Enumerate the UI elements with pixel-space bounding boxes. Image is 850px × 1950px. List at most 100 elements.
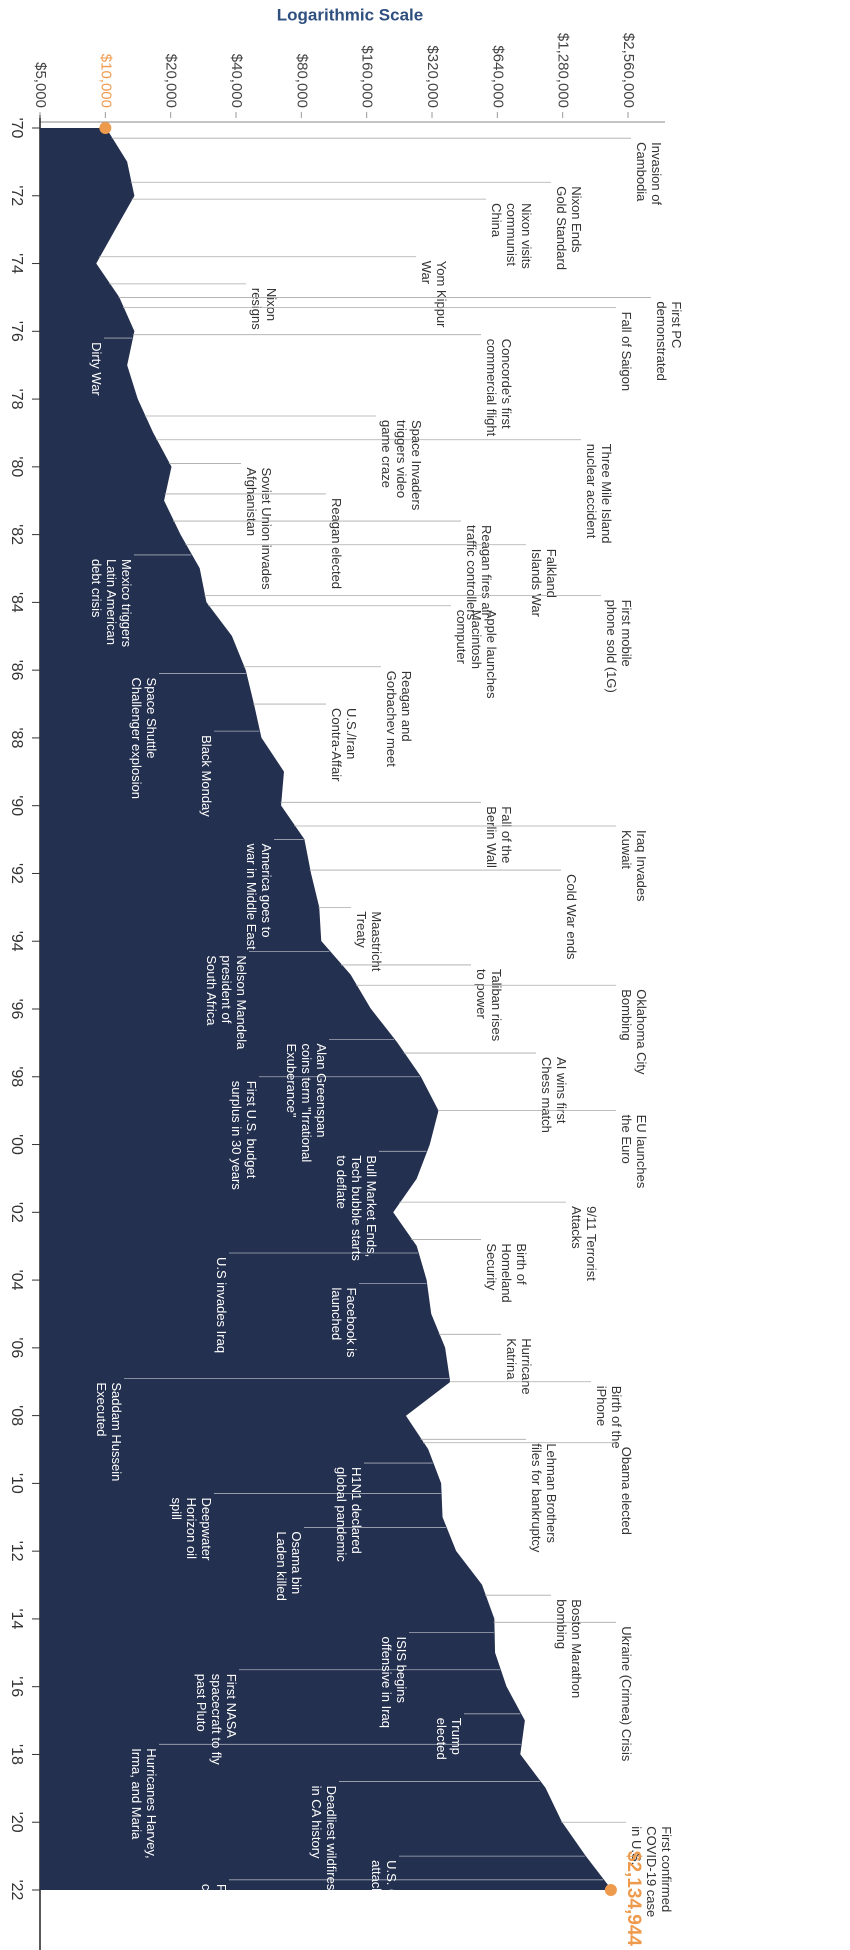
annotation-line: Bull Market Ends, [364, 1155, 379, 1257]
annotation-line: Apple launches [484, 610, 499, 699]
annotation-line: Maastricht [369, 911, 384, 971]
y-tick-label: $640,000 [489, 45, 506, 108]
area-line [94, 127, 612, 1891]
annotation-line: Afghanistan [244, 467, 259, 536]
annotation: Dirty War [89, 342, 104, 396]
annotation-line: Invasion of [649, 142, 664, 205]
x-tick-label: '90 [8, 795, 25, 816]
annotation-line: to power [474, 969, 489, 1020]
x-tick-label: '10 [8, 1473, 25, 1494]
annotation: Boston Marathonbombing [554, 1599, 584, 1698]
annotation-line: Russia invades [504, 1897, 519, 1950]
annotation: Russia invadesUkraine [489, 1897, 519, 1950]
x-tick-label: '94 [8, 931, 25, 952]
annotation-line: Challenger explosion [129, 678, 144, 799]
annotation-line: Soviet Union invades [259, 467, 274, 590]
annotation-line: EU launches [634, 1115, 649, 1189]
annotation-line: bombing [554, 1599, 569, 1649]
annotation-line: Attacks [569, 1206, 584, 1249]
annotation-line: game craze [379, 420, 394, 488]
annotation-line: phone sold (1G) [604, 600, 619, 693]
annotation-line: Fall of the [499, 806, 514, 863]
annotation-line: in CA history [309, 1786, 324, 1859]
x-tick-label: '06 [8, 1337, 25, 1358]
x-tick-label: '02 [8, 1202, 25, 1223]
x-tick-label: '76 [8, 321, 25, 342]
annotation: U.S. Capitolattack [369, 1860, 399, 1929]
annotation-line: Mexico triggers [119, 559, 134, 648]
annotation-line: Security [484, 1243, 499, 1290]
annotation-line: launched [329, 1287, 344, 1340]
annotation: Facebook islaunched [329, 1287, 359, 1358]
annotation-line: U.S invades Iraq [214, 1257, 229, 1353]
annotation: Oklahoma CityBombing [619, 989, 649, 1075]
annotation: EU launchesthe Euro [619, 1115, 649, 1189]
annotation-line: offensive in Iraq [379, 1636, 394, 1728]
annotation-line: Berlin Wall [484, 806, 499, 868]
annotation-line: U.S. Capitol [384, 1860, 399, 1929]
annotation: Nixon visitscommunistChina [489, 203, 534, 269]
annotation-line: crew goes to space [199, 1884, 214, 1950]
x-tick-label: '04 [8, 1270, 25, 1291]
annotation: Bull Market Ends,Tech bubble startsto de… [334, 1155, 379, 1261]
y-tick-label: $320,000 [424, 45, 441, 108]
annotation-line: First U.S. budget [244, 1081, 259, 1179]
annotation: MaastrichtTreaty [354, 911, 384, 971]
annotation-line: elected [434, 1718, 449, 1760]
annotation-line: Homeland [499, 1243, 514, 1302]
x-tick-label: '12 [8, 1541, 25, 1562]
chart-title: Logarithmic Scale [277, 5, 423, 24]
x-tick-label: '08 [8, 1405, 25, 1426]
annotation-line: Birth of the [609, 1386, 624, 1449]
annotation: DeepwaterHorizon oilspill [169, 1498, 214, 1562]
annotation-line: Taliban rises [489, 969, 504, 1042]
annotation: Soviet Union invadesAfghanistan [244, 467, 274, 590]
y-tick-label: $40,000 [228, 54, 245, 108]
annotation-line: Reagan and [399, 671, 414, 742]
annotation-line: Bombing [619, 989, 634, 1040]
annotation: First confirmedCOVID-19 casein U.S. [629, 1826, 674, 1917]
annotation-line: Tech bubble starts [349, 1155, 364, 1261]
annotation: Apple launchesMacintoshcomputer [454, 610, 499, 699]
annotation-line: Cambodia [634, 142, 649, 202]
annotation-line: Space Invaders [409, 420, 424, 511]
annotation-line: Exuberance" [284, 1043, 299, 1117]
annotation: Invasion ofCambodia [634, 142, 664, 205]
y-tick-label: $2,560,000 [620, 33, 637, 108]
annotation-line: China [489, 203, 504, 238]
x-tick-label: '22 [8, 1880, 25, 1901]
annotation-line: Deadliest wildfires [324, 1786, 339, 1891]
annotation: Saddam HusseinExecuted [94, 1382, 124, 1481]
y-tick-label: $5,000 [32, 62, 49, 108]
annotation-line: Osama bin [289, 1531, 304, 1594]
annotation-line: Reagan elected [329, 498, 344, 589]
annotation-line: H1N1 declared [349, 1467, 364, 1554]
annotation-line: Iraq Invades [634, 830, 649, 902]
annotation-line: Treaty [354, 911, 369, 948]
annotation: AI wins firstChess match [539, 1057, 569, 1133]
annotation-line: Deepwater [199, 1498, 214, 1562]
annotation-line: South Africa [204, 955, 219, 1026]
annotation: H1N1 declaredglobal pandemic [334, 1467, 364, 1562]
annotation: Yom KippurWar [419, 261, 449, 328]
annotation-line: Ukraine [489, 1897, 504, 1942]
y-tick-label: $20,000 [163, 54, 180, 108]
annotation-line: Chess match [539, 1057, 554, 1133]
annotation-line: Hurricane [519, 1338, 534, 1394]
annotation: 9/11 TerroristAttacks [569, 1206, 599, 1281]
annotation-line: attack [369, 1860, 384, 1895]
annotation-line: Black Monday [199, 735, 214, 817]
x-tick-label: '80 [8, 456, 25, 477]
annotation-line: Dirty War [89, 342, 104, 396]
annotation: Reagan elected [329, 498, 344, 589]
x-tick-label: '20 [8, 1812, 25, 1833]
annotation-line: Three Mile Island [599, 444, 614, 544]
annotation: America goes towar in Middle East [244, 843, 274, 951]
x-tick-label: '72 [8, 185, 25, 206]
annotation-line: First NASA [224, 1674, 239, 1739]
annotation-line: Space Shuttle [144, 678, 159, 759]
annotation-line: Boston Marathon [569, 1599, 584, 1698]
annotation-line: Latin American [104, 559, 119, 645]
annotation-line: Nixon [264, 288, 279, 321]
